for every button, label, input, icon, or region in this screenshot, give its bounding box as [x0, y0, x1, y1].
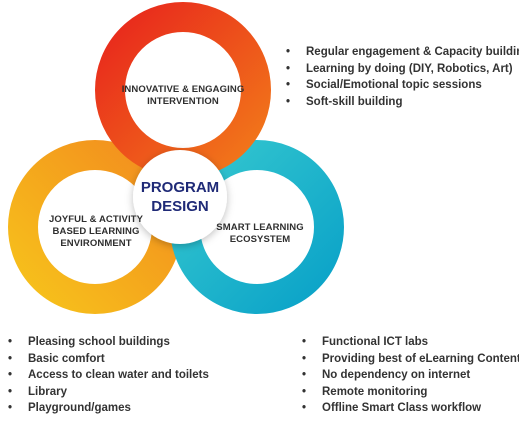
list-item: Pleasing school buildings — [4, 334, 209, 351]
ring-label-smart: SMART LEARNING ECOSYSTEM — [216, 222, 304, 245]
list-item: Regular engagement & Capacity building — [282, 44, 519, 61]
list-item: Soft-skill building — [282, 94, 519, 111]
bullet-list-top-right: Regular engagement & Capacity building L… — [282, 44, 519, 110]
list-item: Social/Emotional topic sessions — [282, 77, 519, 94]
list-item: Library — [4, 384, 209, 401]
list-item: No dependency on internet — [298, 367, 519, 384]
list-item: Access to clean water and toilets — [4, 367, 209, 384]
bullet-list-bottom-right: Functional ICT labs Providing best of eL… — [298, 334, 519, 417]
list-item: Functional ICT labs — [298, 334, 519, 351]
list-item: Playground/games — [4, 400, 209, 417]
list-item: Learning by doing (DIY, Robotics, Art) — [282, 61, 519, 78]
ring-label-joyful: JOYFUL & ACTIVITY BASED LEARNING ENVIRON… — [48, 214, 144, 249]
list-item: Basic comfort — [4, 351, 209, 368]
bullet-list-bottom-left: Pleasing school buildings Basic comfort … — [4, 334, 209, 417]
ring-label-innovative: INNOVATIVE & ENGAGING INTERVENTION — [121, 84, 245, 107]
center-label: PROGRAM DESIGN — [140, 179, 220, 215]
list-item: Remote monitoring — [298, 384, 519, 401]
list-item: Offline Smart Class workflow — [298, 400, 519, 417]
center-circle — [133, 150, 227, 244]
list-item: Providing best of eLearning Content — [298, 351, 519, 368]
